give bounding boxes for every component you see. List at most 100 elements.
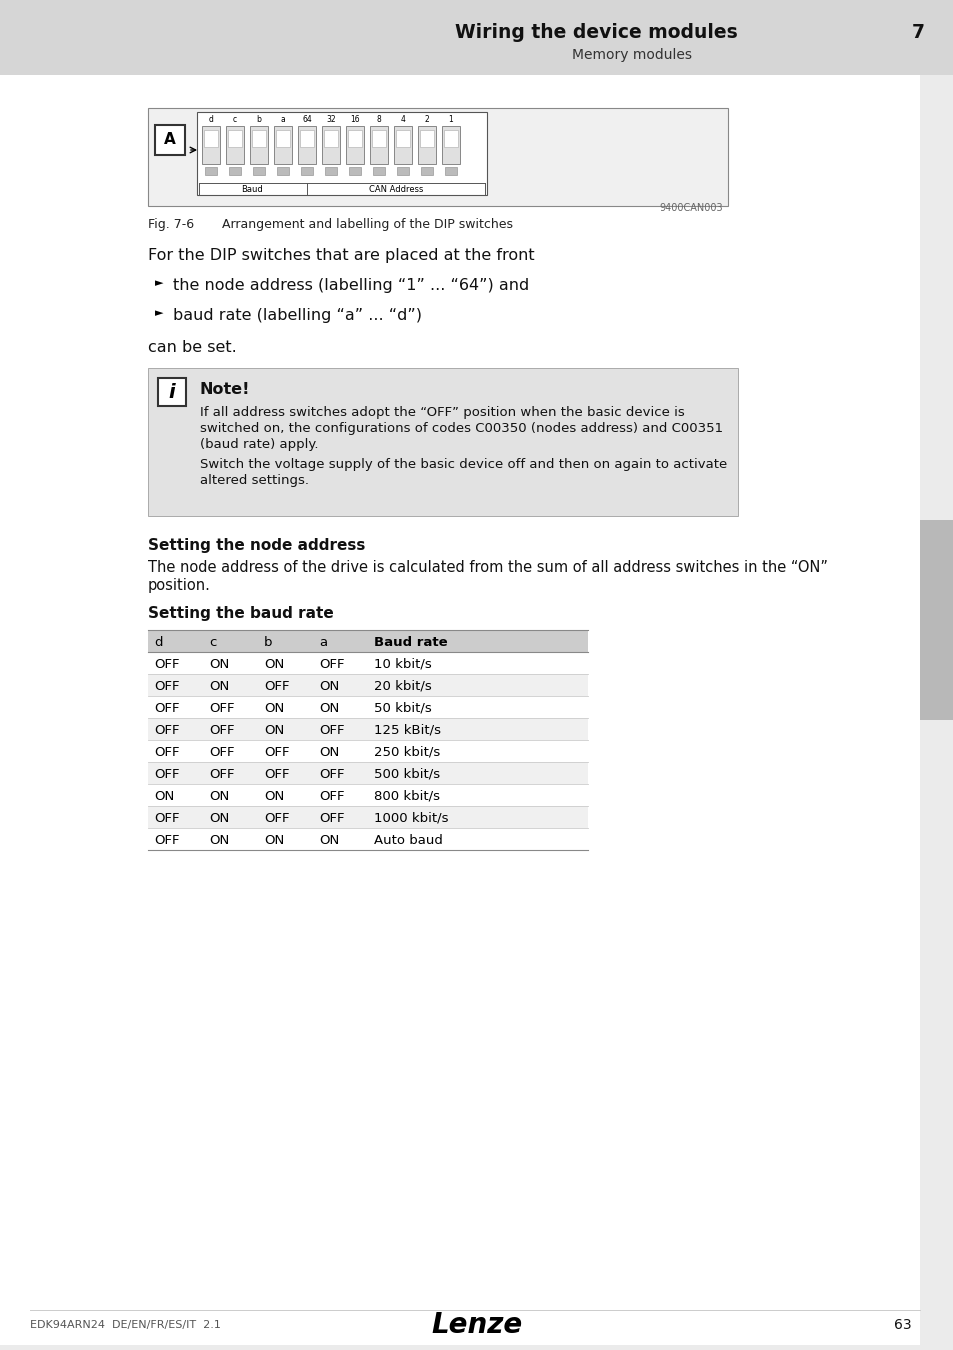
Text: OFF: OFF — [264, 679, 289, 693]
Bar — [373, 167, 385, 176]
Bar — [444, 167, 456, 176]
Bar — [276, 167, 289, 176]
Bar — [204, 130, 218, 147]
Text: ON: ON — [209, 811, 229, 825]
Text: ON: ON — [264, 724, 284, 737]
Bar — [322, 126, 339, 163]
Text: For the DIP switches that are placed at the front: For the DIP switches that are placed at … — [148, 248, 534, 263]
Bar — [441, 126, 459, 163]
Text: OFF: OFF — [153, 833, 179, 846]
Text: ON: ON — [318, 833, 339, 846]
Text: d: d — [209, 116, 213, 124]
Bar — [154, 126, 185, 155]
Text: b: b — [264, 636, 273, 648]
Text: 20 kbit/s: 20 kbit/s — [374, 679, 432, 693]
Text: OFF: OFF — [153, 657, 179, 671]
Text: CAN Address: CAN Address — [369, 185, 423, 193]
Bar — [253, 167, 265, 176]
Text: d: d — [153, 636, 162, 648]
Text: Arrangement and labelling of the DIP switches: Arrangement and labelling of the DIP swi… — [190, 217, 513, 231]
Text: OFF: OFF — [153, 679, 179, 693]
Text: ON: ON — [209, 833, 229, 846]
Text: Fig. 7-6: Fig. 7-6 — [148, 217, 193, 231]
Text: ON: ON — [318, 679, 339, 693]
Text: Switch the voltage supply of the basic device off and then on again to activate: Switch the voltage supply of the basic d… — [200, 458, 726, 471]
Text: baud rate (labelling “a” ... “d”): baud rate (labelling “a” ... “d”) — [172, 308, 421, 323]
Bar — [346, 126, 364, 163]
Bar — [148, 674, 587, 697]
Text: ON: ON — [318, 745, 339, 759]
Text: ON: ON — [264, 833, 284, 846]
Text: ON: ON — [209, 790, 229, 802]
Bar — [205, 167, 216, 176]
Text: ON: ON — [264, 657, 284, 671]
Text: 63: 63 — [893, 1318, 911, 1332]
Bar — [148, 369, 738, 516]
Bar — [301, 167, 313, 176]
Bar — [226, 126, 244, 163]
Text: OFF: OFF — [153, 724, 179, 737]
Text: 1000 kbit/s: 1000 kbit/s — [374, 811, 448, 825]
Bar — [148, 740, 587, 761]
Text: a: a — [318, 636, 327, 648]
Bar — [395, 130, 410, 147]
Bar — [158, 378, 186, 406]
Text: OFF: OFF — [318, 811, 344, 825]
Bar — [148, 108, 727, 207]
Text: OFF: OFF — [264, 745, 289, 759]
Text: 2: 2 — [424, 116, 429, 124]
Bar — [148, 761, 587, 784]
Bar — [325, 167, 336, 176]
Bar — [148, 784, 587, 806]
Text: OFF: OFF — [153, 811, 179, 825]
Bar — [148, 630, 587, 652]
Bar — [417, 126, 436, 163]
Bar — [274, 126, 292, 163]
Bar — [419, 130, 434, 147]
Text: the node address (labelling “1” ... “64”) and: the node address (labelling “1” ... “64”… — [172, 278, 529, 293]
Text: 8: 8 — [376, 116, 381, 124]
Bar — [0, 0, 953, 76]
Bar — [372, 130, 386, 147]
Text: b: b — [256, 116, 261, 124]
Text: Setting the node address: Setting the node address — [148, 539, 365, 553]
Text: OFF: OFF — [153, 702, 179, 714]
Text: 7: 7 — [911, 23, 924, 42]
Text: OFF: OFF — [318, 790, 344, 802]
Text: Baud: Baud — [241, 185, 263, 193]
Bar — [228, 130, 242, 147]
Text: position.: position. — [148, 578, 211, 593]
Bar — [396, 167, 409, 176]
Text: 1: 1 — [448, 116, 453, 124]
Text: ►: ► — [154, 278, 163, 288]
Text: ON: ON — [264, 790, 284, 802]
Text: OFF: OFF — [264, 811, 289, 825]
Text: ON: ON — [264, 702, 284, 714]
Bar — [370, 126, 388, 163]
Bar — [275, 130, 290, 147]
Text: a: a — [280, 116, 285, 124]
Text: OFF: OFF — [209, 768, 234, 780]
Text: 16: 16 — [350, 116, 359, 124]
Text: OFF: OFF — [318, 768, 344, 780]
Bar — [349, 167, 360, 176]
Bar — [196, 112, 486, 194]
Bar — [297, 126, 315, 163]
Text: Wiring the device modules: Wiring the device modules — [455, 23, 737, 42]
Text: EDK94ARN24  DE/EN/FR/ES/IT  2.1: EDK94ARN24 DE/EN/FR/ES/IT 2.1 — [30, 1320, 221, 1330]
Text: OFF: OFF — [209, 702, 234, 714]
Text: ON: ON — [318, 702, 339, 714]
Text: 250 kbit/s: 250 kbit/s — [374, 745, 439, 759]
Text: 800 kbit/s: 800 kbit/s — [374, 790, 439, 802]
Bar — [148, 652, 587, 674]
Text: OFF: OFF — [153, 768, 179, 780]
Bar — [252, 130, 266, 147]
Text: 10 kbit/s: 10 kbit/s — [374, 657, 432, 671]
Text: OFF: OFF — [318, 657, 344, 671]
Text: If all address switches adopt the “OFF” position when the basic device is: If all address switches adopt the “OFF” … — [200, 406, 684, 418]
Text: 500 kbit/s: 500 kbit/s — [374, 768, 439, 780]
Text: 32: 32 — [326, 116, 335, 124]
Text: Setting the baud rate: Setting the baud rate — [148, 606, 334, 621]
Text: switched on, the configurations of codes C00350 (nodes address) and C00351: switched on, the configurations of codes… — [200, 423, 722, 435]
Bar — [348, 130, 361, 147]
